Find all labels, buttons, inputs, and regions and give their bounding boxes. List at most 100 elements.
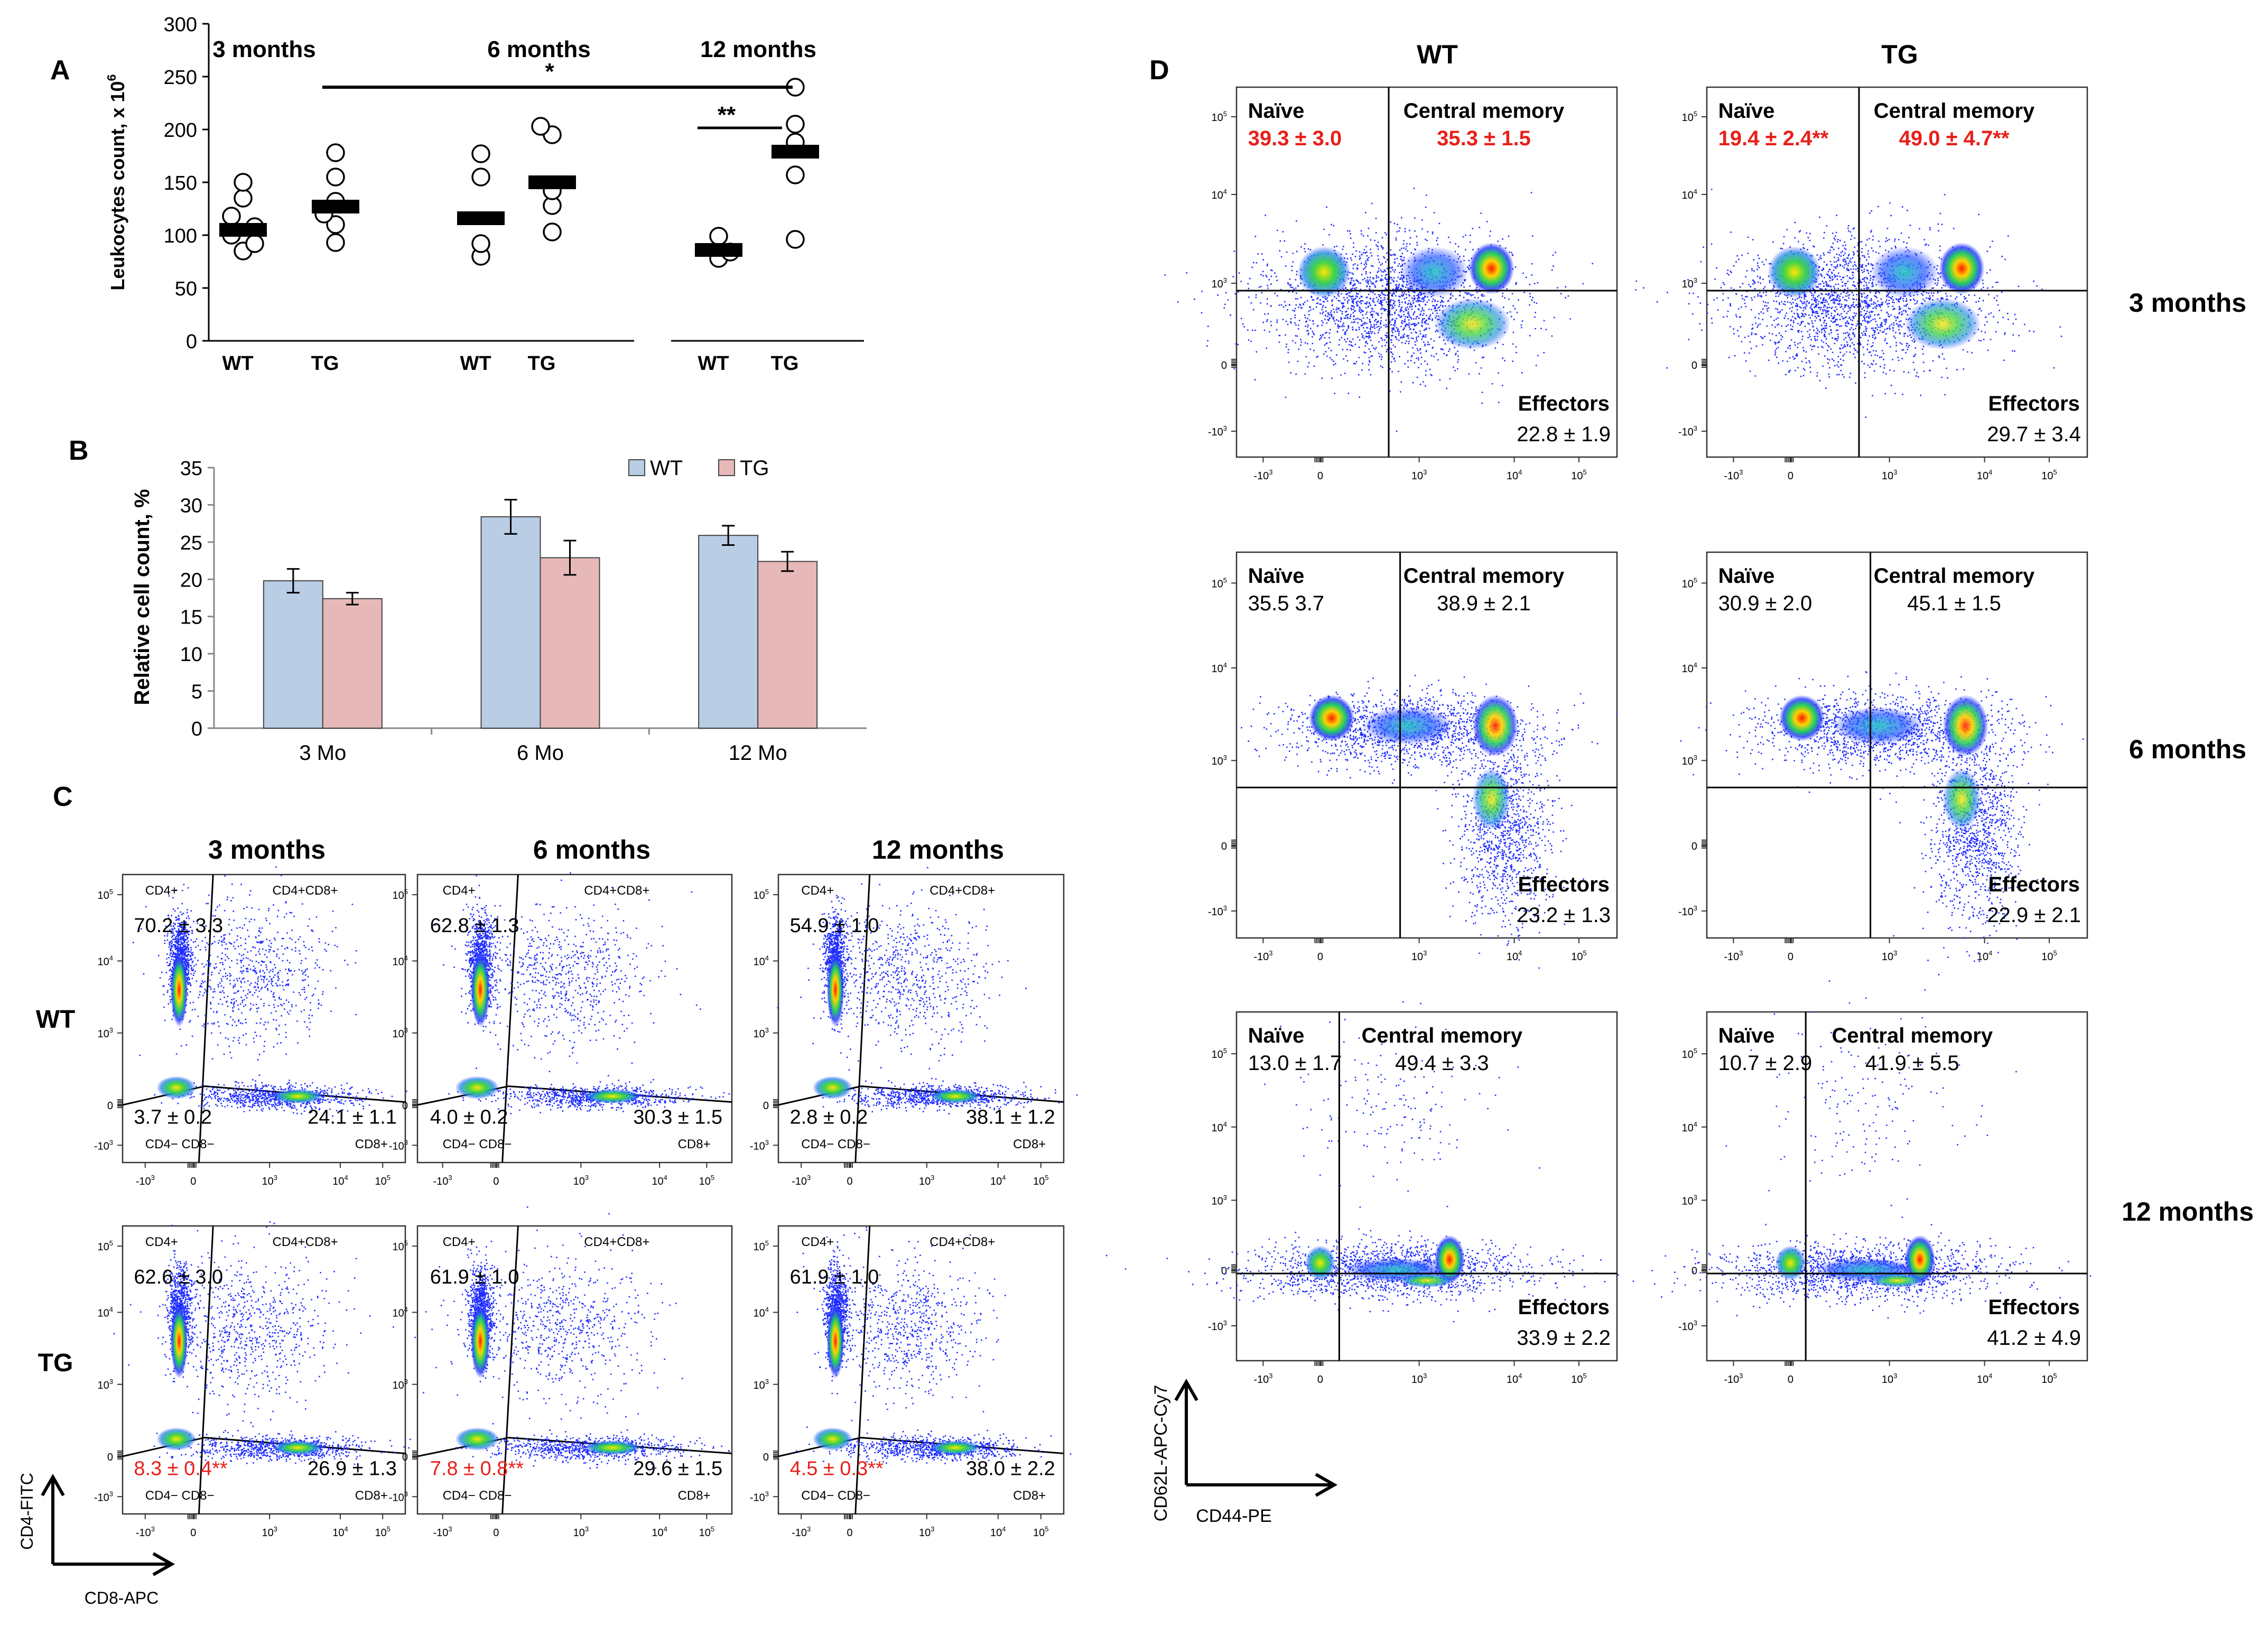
data-point	[326, 215, 345, 234]
x-tick-label: 103	[1882, 468, 1897, 482]
legend-label: TG	[740, 457, 769, 480]
y-tick-label: 0	[763, 1452, 769, 1463]
x-tick-label: 103	[1411, 949, 1427, 963]
plot-frame	[777, 1225, 1065, 1515]
gate-label-dn: CD4− CD8−	[801, 1137, 870, 1151]
x-tick-label: 104	[332, 1525, 348, 1539]
density-blob	[455, 1427, 499, 1451]
data-point	[234, 189, 253, 208]
naive-label: Naïve	[1248, 564, 1305, 588]
effectors-label: Effectors	[1518, 1296, 1610, 1319]
dn-value: 4.0 ± 0.2	[430, 1106, 508, 1128]
density-blob	[929, 1089, 981, 1104]
density-blob	[826, 1304, 844, 1379]
plot-frame	[1235, 1011, 1618, 1362]
x-tick-label: 0	[190, 1176, 196, 1187]
series-label: TG	[311, 352, 339, 375]
density-blob	[1362, 707, 1454, 745]
x-tick-label: 104	[990, 1174, 1006, 1187]
plot-frame	[416, 1225, 733, 1515]
density-blob	[170, 952, 188, 1027]
flow-plot: -103 0 103 104 105 -103 0 103 104 105 Naïve 10.7 ± …	[1618, 980, 2092, 1386]
significance-star: *	[545, 59, 554, 85]
x-tick-label: 103	[1882, 949, 1897, 963]
y-tick-label: 0	[107, 1452, 113, 1463]
gate-label-cd4: CD4+	[443, 884, 476, 898]
bar	[757, 561, 818, 729]
central-memory-value: 35.3 ± 1.5	[1437, 127, 1531, 150]
gate-label-cd8: CD8+	[678, 1137, 711, 1151]
group-title: 6 months	[487, 36, 591, 62]
cd8-value: 24.1 ± 1.1	[308, 1106, 397, 1128]
mean-bar	[695, 243, 742, 257]
y-tick-label: 105	[1682, 1047, 1697, 1061]
flow-plot: -103 0 103 104 105 -103 0 103 104 105 CD4+ CD4+CD8+…	[94, 1221, 447, 1539]
y-tick-label: 105	[393, 1239, 408, 1253]
mean-bar	[528, 175, 576, 189]
flow-plot: -103 0 103 104 105 -103 0 103 104 105 CD4+ CD4+CD8+…	[94, 866, 430, 1187]
x-tick-label: 0	[847, 1176, 852, 1187]
x-tick-label: 103	[1411, 468, 1427, 482]
gate-line	[417, 1437, 732, 1457]
density-blob	[1768, 246, 1821, 298]
effectors-value: 22.9 ± 2.1	[1987, 904, 2081, 927]
y-axis-title: CD4-FITC	[17, 1473, 36, 1550]
density-blob	[1305, 1245, 1336, 1281]
naive-label: Naïve	[1718, 564, 1775, 588]
plot-frame	[416, 873, 733, 1164]
central-memory-value: 49.4 ± 3.3	[1395, 1052, 1489, 1075]
y-tick-label: 15	[180, 607, 202, 629]
column-title: TG	[1881, 40, 1918, 69]
x-tick-label: 105	[375, 1174, 390, 1187]
dn-value: 2.8 ± 0.2	[790, 1106, 868, 1128]
event-dots	[1241, 675, 1618, 795]
gate-label-dn: CD4− CD8−	[145, 1489, 215, 1503]
data-point	[531, 117, 550, 136]
y-tick-label: 105	[754, 888, 769, 901]
x-tick-label: 0	[1317, 1374, 1323, 1386]
y-tick-label: 104	[393, 954, 408, 968]
central-memory-value: 38.9 ± 2.1	[1437, 592, 1531, 615]
y-tick-label: 0	[402, 1452, 408, 1463]
y-tick-label: 105	[1212, 1047, 1227, 1061]
central-memory-label: Central memory	[1874, 99, 2035, 123]
gate-label-cd4: CD4+	[801, 884, 834, 898]
gate-label-cd4: CD4+	[145, 1235, 178, 1249]
density-blob	[1400, 246, 1469, 298]
bar	[698, 535, 759, 729]
y-tick-label: 103	[754, 1026, 769, 1040]
effectors-value: 29.7 ± 3.4	[1987, 423, 2081, 446]
plot-frame	[1706, 551, 2088, 939]
x-tick-label: 104	[1507, 468, 1522, 482]
x-tick-label: 104	[990, 1525, 1006, 1539]
gate-line	[417, 1085, 732, 1106]
y-tick-label: 100	[164, 225, 197, 247]
dn-value: 8.3 ± 0.4**	[134, 1457, 227, 1480]
row-title: 3 months	[2129, 288, 2246, 318]
gate-line	[198, 1225, 214, 1514]
density-blob	[812, 1076, 853, 1100]
y-tick-label: 30	[180, 495, 202, 517]
x-tick-label: 104	[332, 1174, 348, 1187]
gate-label-double: CD4+CD8+	[929, 884, 995, 898]
mean-bar	[219, 223, 267, 237]
gate-line	[122, 1437, 406, 1457]
legend-swatch	[718, 459, 735, 476]
y-tick-label: 103	[1212, 754, 1227, 767]
central-memory-value: 45.1 ± 1.5	[1907, 592, 2001, 615]
y-tick-label: 103	[1682, 276, 1697, 290]
bar	[480, 516, 541, 729]
y-tick-label: 104	[754, 1306, 769, 1319]
x-tick-label: -103	[1724, 949, 1743, 963]
central-memory-label: Central memory	[1362, 1024, 1523, 1047]
data-point	[326, 143, 345, 162]
x-tick-label: 103	[573, 1174, 589, 1187]
y-tick-label: 104	[1212, 661, 1227, 675]
x-tick-label: 0	[1317, 951, 1323, 963]
x-tick-label: 0	[190, 1527, 196, 1539]
group-title: 3 months	[212, 36, 316, 62]
naive-value: 35.5 3.7	[1248, 592, 1325, 615]
x-tick-label: 105	[699, 1525, 714, 1539]
gate-label-cd8: CD8+	[1013, 1137, 1046, 1151]
y-tick-label: 104	[98, 1306, 113, 1319]
